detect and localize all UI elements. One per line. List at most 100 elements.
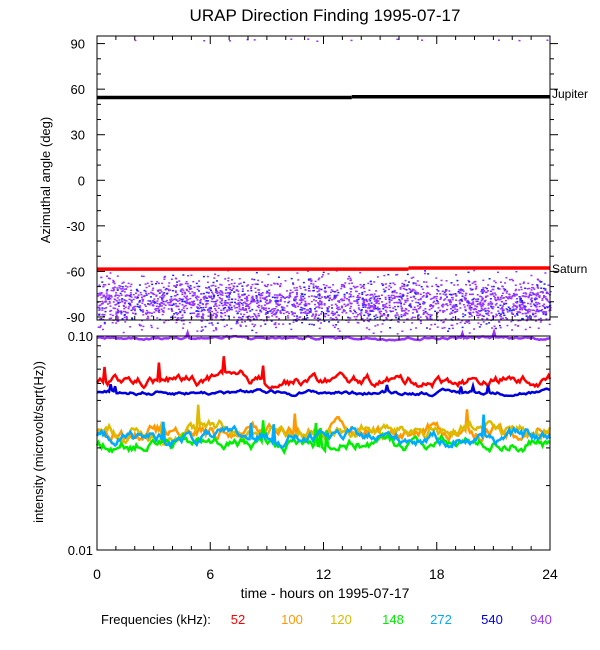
- azimuth-point: [362, 320, 365, 322]
- azimuth-point: [479, 301, 482, 304]
- azimuth-point: [258, 304, 261, 307]
- azimuth-point: [275, 301, 278, 304]
- azimuth-point: [491, 292, 494, 294]
- azimuth-point: [308, 323, 311, 326]
- azimuth-point: [506, 290, 509, 292]
- azimuth-point: [373, 297, 376, 299]
- azimuth-point: [541, 308, 544, 311]
- azimuth-point: [389, 296, 392, 299]
- azimuth-point: [436, 288, 439, 291]
- azimuth-point: [375, 300, 378, 302]
- azimuth-point: [300, 299, 303, 302]
- azimuth-point: [348, 275, 351, 278]
- azimuth-point: [206, 281, 209, 284]
- azimuth-point: [479, 295, 482, 298]
- azimuth-point: [124, 285, 127, 287]
- azimuth-point: [145, 286, 148, 289]
- azimuth-point: [349, 294, 352, 296]
- azimuth-point: [483, 289, 486, 292]
- azimuth-point: [543, 303, 546, 306]
- azimuth-point: [173, 298, 176, 301]
- azimuth-point: [318, 327, 321, 330]
- azimuth-point: [394, 305, 397, 308]
- azimuth-point: [259, 297, 262, 299]
- azimuth-point: [241, 290, 244, 292]
- azimuth-point: [492, 285, 495, 288]
- azimuth-point: [98, 326, 101, 329]
- legend-item-940: 940: [530, 612, 552, 627]
- azimuth-point: [412, 308, 415, 311]
- azimuth-point: [101, 307, 104, 309]
- azimuth-point: [162, 286, 165, 289]
- azimuth-point: [374, 325, 377, 327]
- azimuth-point: [144, 305, 147, 308]
- azimuth-point: [543, 283, 546, 285]
- azimuth-point: [452, 293, 455, 295]
- azimuth-point: [281, 309, 284, 311]
- azimuth-point: [242, 307, 245, 309]
- azimuth-point: [266, 310, 269, 313]
- azimuth-point: [314, 280, 317, 283]
- azimuth-point: [401, 298, 404, 300]
- azimuth-point: [179, 290, 182, 292]
- azimuth-point: [108, 317, 111, 320]
- azimuth-point: [222, 309, 225, 311]
- azimuth-point: [266, 290, 269, 293]
- azimuth-point: [221, 292, 224, 294]
- azimuth-point: [235, 322, 238, 325]
- saturn-label: Saturn: [552, 262, 587, 276]
- azimuth-point: [540, 287, 543, 289]
- azimuth-point: [370, 297, 373, 299]
- azimuth-point: [255, 296, 258, 299]
- azimuth-point: [343, 299, 346, 302]
- azimuth-point: [121, 298, 124, 300]
- azimuth-point: [282, 312, 285, 315]
- azimuth-point: [464, 314, 467, 316]
- azimuth-point: [104, 298, 107, 300]
- azimuth-point: [541, 290, 544, 293]
- azimuth-point: [508, 296, 511, 298]
- azimuth-point: [116, 289, 119, 291]
- azimuth-point: [204, 306, 207, 308]
- azimuth-point: [215, 305, 218, 307]
- azimuth-point: [449, 299, 452, 301]
- legend-item-148: 148: [382, 612, 404, 627]
- azimuth-point: [251, 300, 254, 303]
- azimuth-point: [302, 311, 305, 314]
- azimuth-point: [242, 302, 245, 304]
- azimuth-point: [213, 277, 216, 279]
- azimuth-point: [109, 310, 112, 312]
- azimuth-point: [437, 311, 440, 314]
- azimuth-point: [474, 283, 477, 286]
- azimuth-point: [464, 309, 467, 312]
- azimuth-point: [355, 286, 358, 288]
- azimuth-point: [334, 290, 337, 293]
- azimuth-point: [303, 297, 306, 300]
- azimuth-point: [235, 321, 238, 323]
- legend-item-272: 272: [430, 612, 452, 627]
- azimuth-point: [305, 318, 308, 320]
- azimuth-point: [382, 313, 385, 315]
- azimuth-point: [467, 303, 470, 305]
- azimuth-point: [522, 292, 525, 294]
- azimuth-point: [150, 292, 153, 294]
- azimuth-point: [349, 277, 352, 279]
- azimuth-point: [128, 294, 131, 297]
- azimuth-point: [292, 298, 295, 300]
- azimuth-point: [436, 300, 439, 303]
- azimuth-point: [321, 274, 324, 276]
- azimuth-point: [456, 308, 459, 311]
- azimuth-point: [418, 284, 421, 287]
- azimuth-point: [382, 283, 385, 286]
- azimuth-point: [398, 298, 401, 301]
- azimuth-point: [459, 299, 462, 301]
- azimuth-point: [319, 300, 322, 302]
- azimuth-point: [103, 307, 106, 310]
- azimuth-point: [498, 314, 501, 317]
- azimuth-point: [310, 282, 313, 285]
- azimuth-point: [399, 286, 402, 289]
- azimuth-point: [300, 297, 303, 299]
- azimuth-point: [203, 298, 206, 300]
- azimuth-point: [369, 313, 372, 316]
